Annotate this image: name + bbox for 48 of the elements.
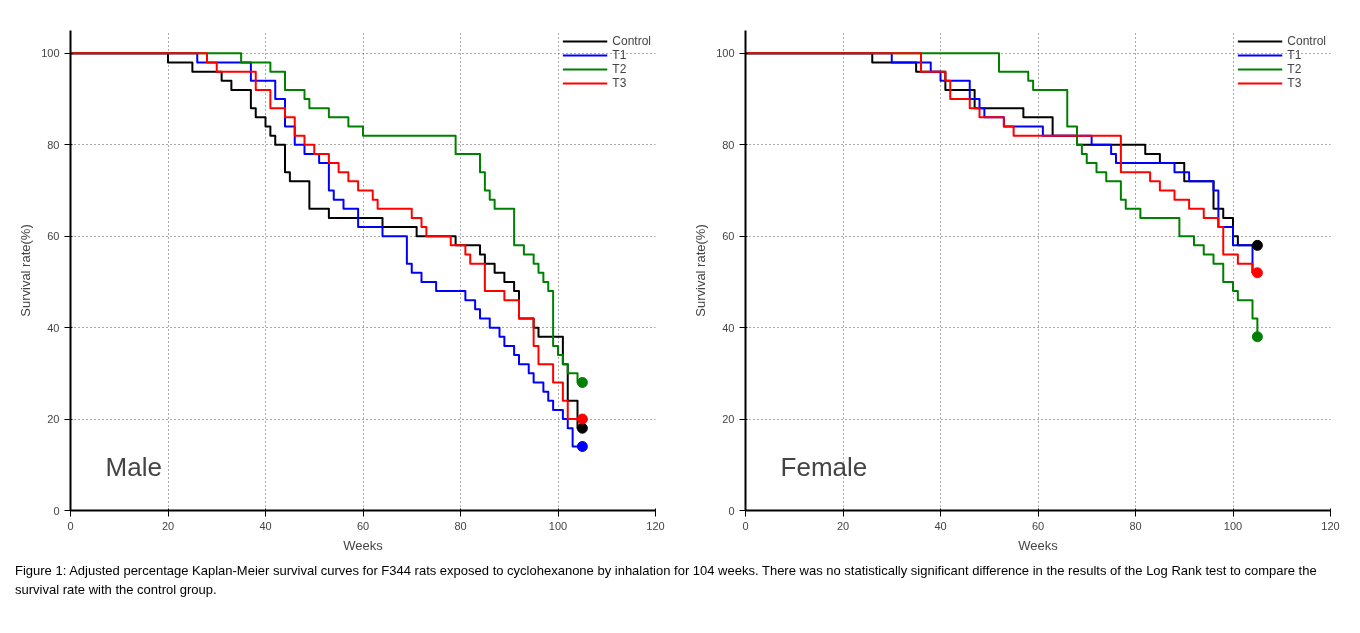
x-tick-label: 120 <box>1321 519 1340 532</box>
x-tick-label: 80 <box>454 519 467 532</box>
point <box>1251 267 1263 279</box>
y-tick-label: 60 <box>47 230 60 243</box>
y-axis-title: Survival rate(%) <box>693 224 709 317</box>
x-tick-label: 20 <box>836 519 850 532</box>
x-tick-label: 40 <box>259 519 272 532</box>
x-axis-title: Weeks <box>343 537 384 553</box>
legend-label: T1 <box>612 48 628 62</box>
caption: Figure 1: Adjusted percentage Kaplan-Meier survival curves for F344 rats exposed to cyclohexanone by inhalation for 104 weeks. There was no statistically significant difference in the results of the Log Rank test to compare the survival rate with the control group. <box>15 562 1318 599</box>
point <box>1251 331 1263 343</box>
x-tick-label: 80 <box>1129 519 1142 532</box>
legend-label: T2 <box>612 62 628 76</box>
x-tick-label: 0 <box>742 519 749 532</box>
point <box>576 377 588 388</box>
x-tick-label: 100 <box>548 519 568 532</box>
legend-label: T3 <box>612 76 628 90</box>
x-tick-label: 0 <box>67 519 74 532</box>
point <box>1251 239 1263 251</box>
legend-label: T1 <box>1287 48 1303 62</box>
point <box>576 441 588 452</box>
x-tick-label: 20 <box>161 519 175 532</box>
x-tick-label: 40 <box>934 519 947 532</box>
x-tick-label: 60 <box>356 519 370 532</box>
y-axis-title: Survival rate(%) <box>18 224 34 317</box>
y-tick-label: 60 <box>722 230 735 243</box>
legend-label: Control <box>612 34 651 48</box>
x-axis-title: Weeks <box>1018 537 1059 553</box>
y-tick-label: 100 <box>716 47 735 60</box>
legend-label: T3 <box>1287 76 1303 90</box>
point <box>576 422 588 434</box>
y-tick-label: 20 <box>47 413 60 426</box>
x-tick-label: 60 <box>1031 519 1045 532</box>
annotation: Male <box>105 451 162 482</box>
y-tick-label: 0 <box>728 504 735 517</box>
x-tick-label: 120 <box>646 519 665 532</box>
y-tick-label: 20 <box>722 413 735 426</box>
y-tick-label: 80 <box>47 138 60 151</box>
y-tick-label: 80 <box>722 138 735 151</box>
y-tick-label: 0 <box>53 504 60 517</box>
point <box>576 413 588 425</box>
y-tick-label: 100 <box>41 47 60 60</box>
x-tick-label: 100 <box>1223 519 1243 532</box>
y-tick-label: 40 <box>47 321 60 334</box>
y-tick-label: 40 <box>722 321 735 334</box>
legend-label: T2 <box>1287 62 1303 76</box>
annotation: Female <box>780 451 868 482</box>
legend-label: Control <box>1287 34 1326 48</box>
